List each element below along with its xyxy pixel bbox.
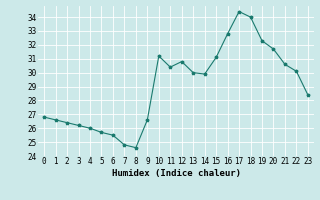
X-axis label: Humidex (Indice chaleur): Humidex (Indice chaleur) bbox=[111, 169, 241, 178]
